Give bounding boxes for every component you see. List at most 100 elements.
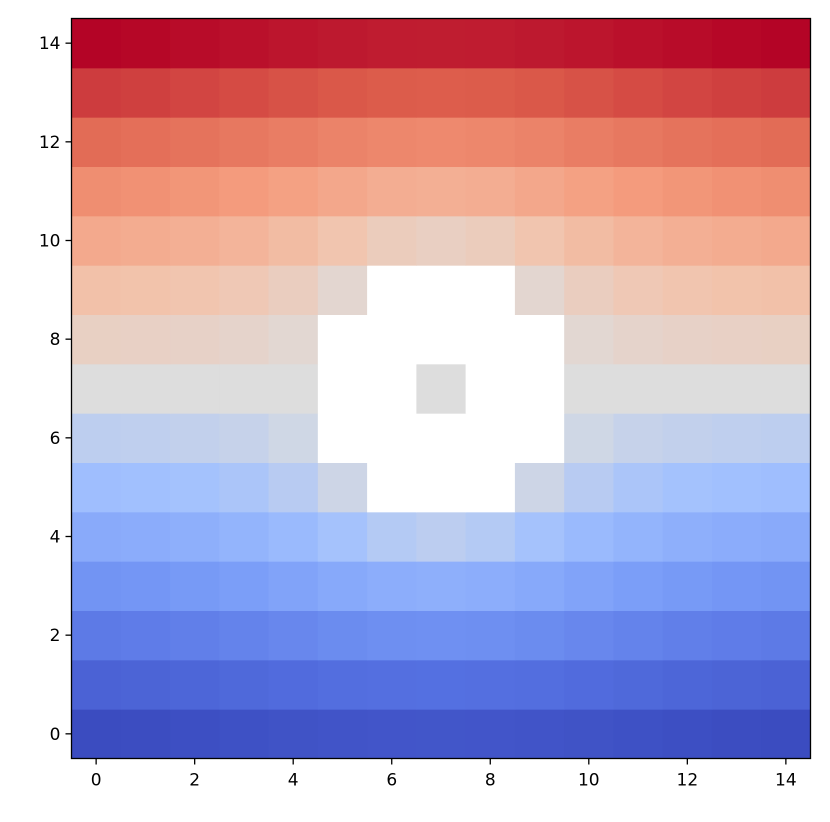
heatmap-cell: [662, 215, 713, 266]
heatmap-cell: [120, 659, 171, 710]
heatmap-cell: [564, 659, 614, 710]
heatmap-cell: [662, 265, 713, 315]
heatmap-cell: [219, 215, 270, 266]
heatmap-cell: [120, 215, 171, 266]
heatmap-cell: [71, 659, 122, 710]
heatmap-cell: [170, 659, 220, 710]
heatmap-cell: [268, 166, 319, 217]
heatmap-cell: [317, 511, 368, 562]
heatmap-cell: [317, 561, 368, 611]
heatmap-cell: [761, 709, 811, 759]
heatmap-cell: [465, 659, 516, 710]
heatmap-cell: [465, 363, 516, 414]
heatmap-cell: [613, 709, 664, 759]
heatmap-cell: [219, 709, 270, 759]
heatmap-cell: [170, 709, 220, 759]
heatmap-cell: [268, 462, 319, 513]
x-tick-label: 8: [485, 771, 496, 791]
heatmap-cell: [71, 363, 122, 414]
y-tick-label: 0: [50, 725, 61, 745]
heatmap-cell: [514, 462, 565, 513]
heatmap-cell: [662, 117, 713, 167]
heatmap-cell: [219, 363, 270, 414]
heatmap-cell: [367, 18, 417, 69]
heatmap-cell: [317, 67, 368, 118]
heatmap-cell: [416, 610, 467, 661]
heatmap-cell: [367, 215, 417, 266]
x-tick-label: 2: [189, 771, 200, 791]
heatmap-cell: [711, 166, 762, 217]
heatmap-cell: [613, 117, 664, 167]
heatmap-cell: [514, 413, 565, 463]
heatmap-cell: [761, 462, 811, 513]
heatmap-cell: [761, 117, 811, 167]
heatmap-cell: [711, 561, 762, 611]
heatmap-cell: [268, 511, 319, 562]
heatmap-cell: [613, 18, 664, 69]
heatmap-cell: [71, 166, 122, 217]
heatmap-cell: [711, 462, 762, 513]
heatmap-cell: [219, 18, 270, 69]
heatmap-cell: [416, 659, 467, 710]
heatmap-cell: [268, 314, 319, 365]
heatmap-cell: [761, 659, 811, 710]
heatmap-cell: [120, 610, 171, 661]
heatmap-cell: [514, 18, 565, 69]
heatmap-cell: [268, 363, 319, 414]
heatmap-cell: [219, 117, 270, 167]
heatmap-cell: [465, 610, 516, 661]
heatmap-cell: [564, 462, 614, 513]
heatmap-cell: [662, 314, 713, 365]
heatmap-cell: [367, 166, 417, 217]
heatmap-cell: [711, 67, 762, 118]
heatmap-cell: [465, 314, 516, 365]
heatmap-cell: [613, 314, 664, 365]
heatmap-cell: [465, 413, 516, 463]
heatmap-cell: [219, 659, 270, 710]
heatmap-cell: [367, 117, 417, 167]
heatmap-cell: [662, 166, 713, 217]
x-tick-label: 0: [91, 771, 102, 791]
heatmap-cell: [761, 610, 811, 661]
heatmap-cell: [170, 363, 220, 414]
heatmap-cell: [564, 561, 614, 611]
heatmap-cell: [416, 215, 467, 266]
heatmap-cell: [761, 215, 811, 266]
heatmap-cell: [268, 117, 319, 167]
heatmap-cell: [268, 18, 319, 69]
heatmap-cell: [711, 314, 762, 365]
heatmap-cell: [465, 709, 516, 759]
heatmap-cell: [564, 117, 614, 167]
heatmap-cell: [416, 166, 467, 217]
heatmap-cell: [170, 166, 220, 217]
heatmap-cell: [170, 67, 220, 118]
heatmap-cell: [268, 709, 319, 759]
heatmap-cell: [170, 462, 220, 513]
heatmap-cell: [170, 117, 220, 167]
x-axis: 0 2 4 6 8 10 12 14: [91, 758, 797, 791]
heatmap-cell: [367, 511, 417, 562]
heatmap-cell: [268, 265, 319, 315]
heatmap-cell: [564, 265, 614, 315]
heatmap-cell: [711, 363, 762, 414]
heatmap-cell: [317, 413, 368, 463]
heatmap-cell: [711, 709, 762, 759]
heatmap-cell: [514, 363, 565, 414]
heatmap-cell: [514, 511, 565, 562]
heatmap-cell: [317, 215, 368, 266]
y-tick-label: 8: [50, 330, 61, 350]
heatmap-cell: [120, 561, 171, 611]
heatmap-cell: [465, 561, 516, 611]
heatmap-cell: [120, 709, 171, 759]
heatmap-cell: [71, 215, 122, 266]
heatmap-cell: [761, 166, 811, 217]
heatmap-cell: [219, 561, 270, 611]
heatmap-cell: [416, 561, 467, 611]
heatmap-cell: [416, 413, 467, 463]
heatmap-cell: [71, 265, 122, 315]
heatmap-cell: [317, 117, 368, 167]
heatmap-cell: [268, 215, 319, 266]
heatmap-cell: [219, 413, 270, 463]
heatmap-cell: [514, 709, 565, 759]
heatmap-cell: [317, 610, 368, 661]
